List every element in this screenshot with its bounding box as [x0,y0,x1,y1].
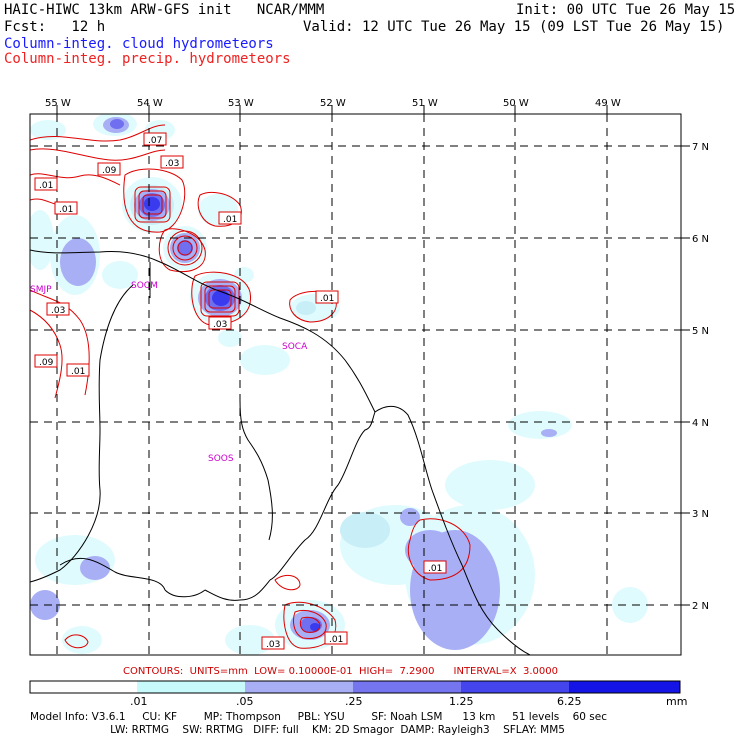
lon-label: 54 W [137,98,163,109]
colorbar-tick: 1.25 [449,695,474,708]
lat-lon-grid [30,114,681,655]
svg-text:.07: .07 [148,136,162,146]
svg-text:.01: .01 [39,181,53,191]
contour-labels: .07 .09 .03 .01 .01 .01 .03 .03 .09 .01 … [34,132,447,650]
latitude-labels: 7 N 6 N 5 N 4 N 3 N 2 N [692,142,709,612]
model-title: HAIC-HIWC 13km ARW-GFS init NCAR/MMM [4,2,325,18]
contour-label-box: .07 [143,132,167,146]
model-info-line2: LW: RRTMG SW: RRTMG DIFF: full KM: 2D Sm… [30,724,565,736]
colorbar-tick: 6.25 [557,695,582,708]
lon-label: 52 W [320,98,346,109]
contour-label-box: .03 [208,316,232,330]
colorbar-swatch [137,681,245,693]
valid-time: Valid: 12 UTC Tue 26 May 15 (09 LST Tue … [303,19,725,35]
colorbar-swatch [569,681,680,693]
colorbar-swatch [353,681,461,693]
svg-text:.01: .01 [320,294,334,304]
svg-text:.09: .09 [102,166,117,176]
top-ticks [56,105,690,606]
colorbar-swatch [461,681,569,693]
svg-text:.01: .01 [59,205,73,215]
contour-label-box: .09 [97,162,121,176]
lat-label: 3 N [692,509,709,520]
lat-label: 5 N [692,326,709,337]
contour-label-box: .01 [324,631,348,645]
cloud-field-label: Column-integ. cloud hydrometeors [4,36,274,52]
colorbar [29,680,681,694]
lon-label: 55 W [45,98,71,109]
lat-label: 4 N [692,418,709,429]
svg-text:.03: .03 [266,640,280,650]
contour-label-box: .01 [218,211,242,225]
init-time: Init: 00 UTC Tue 26 May 15 [516,2,736,18]
precip-field-label: Column-integ. precip. hydrometeors [4,51,291,67]
contour-label-box: .01 [423,560,447,574]
colorbar-units: mm [666,695,688,708]
map-frame [29,113,682,656]
longitude-labels: 55 W 54 W 53 W 52 W 51 W 50 W 49 W [45,98,621,109]
contour-label-box: .03 [46,302,70,316]
cloud-shading [30,114,648,655]
forecast-hour: Fcst: 12 h [4,19,106,35]
model-info-line1: Model Info: V3.6.1 CU: KF MP: Thompson P… [30,711,607,723]
svg-text:.03: .03 [165,159,179,169]
station-label: SOOS [208,454,234,464]
contour-label-box: .01 [315,290,339,304]
colorbar-swatch [245,681,353,693]
svg-text:.01: .01 [428,564,442,574]
station-labels: SMJP SOCM SOCA SOOS [30,281,308,464]
contour-info: CONTOURS: UNITS=mm LOW= 0.10000E-01 HIGH… [123,666,558,677]
lat-label: 6 N [692,234,709,245]
svg-text:.03: .03 [213,320,227,330]
lat-label: 2 N [692,601,709,612]
coastline [30,249,531,655]
lon-label: 53 W [228,98,254,109]
colorbar-tick: .05 [236,695,254,708]
station-label: SOCA [282,342,308,352]
lon-label: 49 W [595,98,621,109]
svg-text:.01: .01 [71,367,85,377]
station-label: SMJP [30,285,52,295]
lat-label: 7 N [692,142,709,153]
contour-label-box: .01 [66,363,90,377]
colorbar-tick: .01 [130,695,148,708]
contour-label-box: .09 [34,354,58,368]
colorbar-swatch [30,681,137,693]
lon-label: 51 W [412,98,438,109]
svg-text:.01: .01 [329,635,343,645]
contour-label-box: .03 [160,155,184,169]
contour-label-box: .01 [34,177,58,191]
contour-label-box: .03 [261,636,285,650]
station-label: SOCM [131,281,158,291]
svg-text:.09: .09 [39,358,54,368]
svg-text:.03: .03 [51,306,65,316]
svg-text:.01: .01 [223,215,237,225]
lon-label: 50 W [503,98,529,109]
colorbar-tick: .25 [345,695,363,708]
contour-label-box: .01 [54,201,78,215]
